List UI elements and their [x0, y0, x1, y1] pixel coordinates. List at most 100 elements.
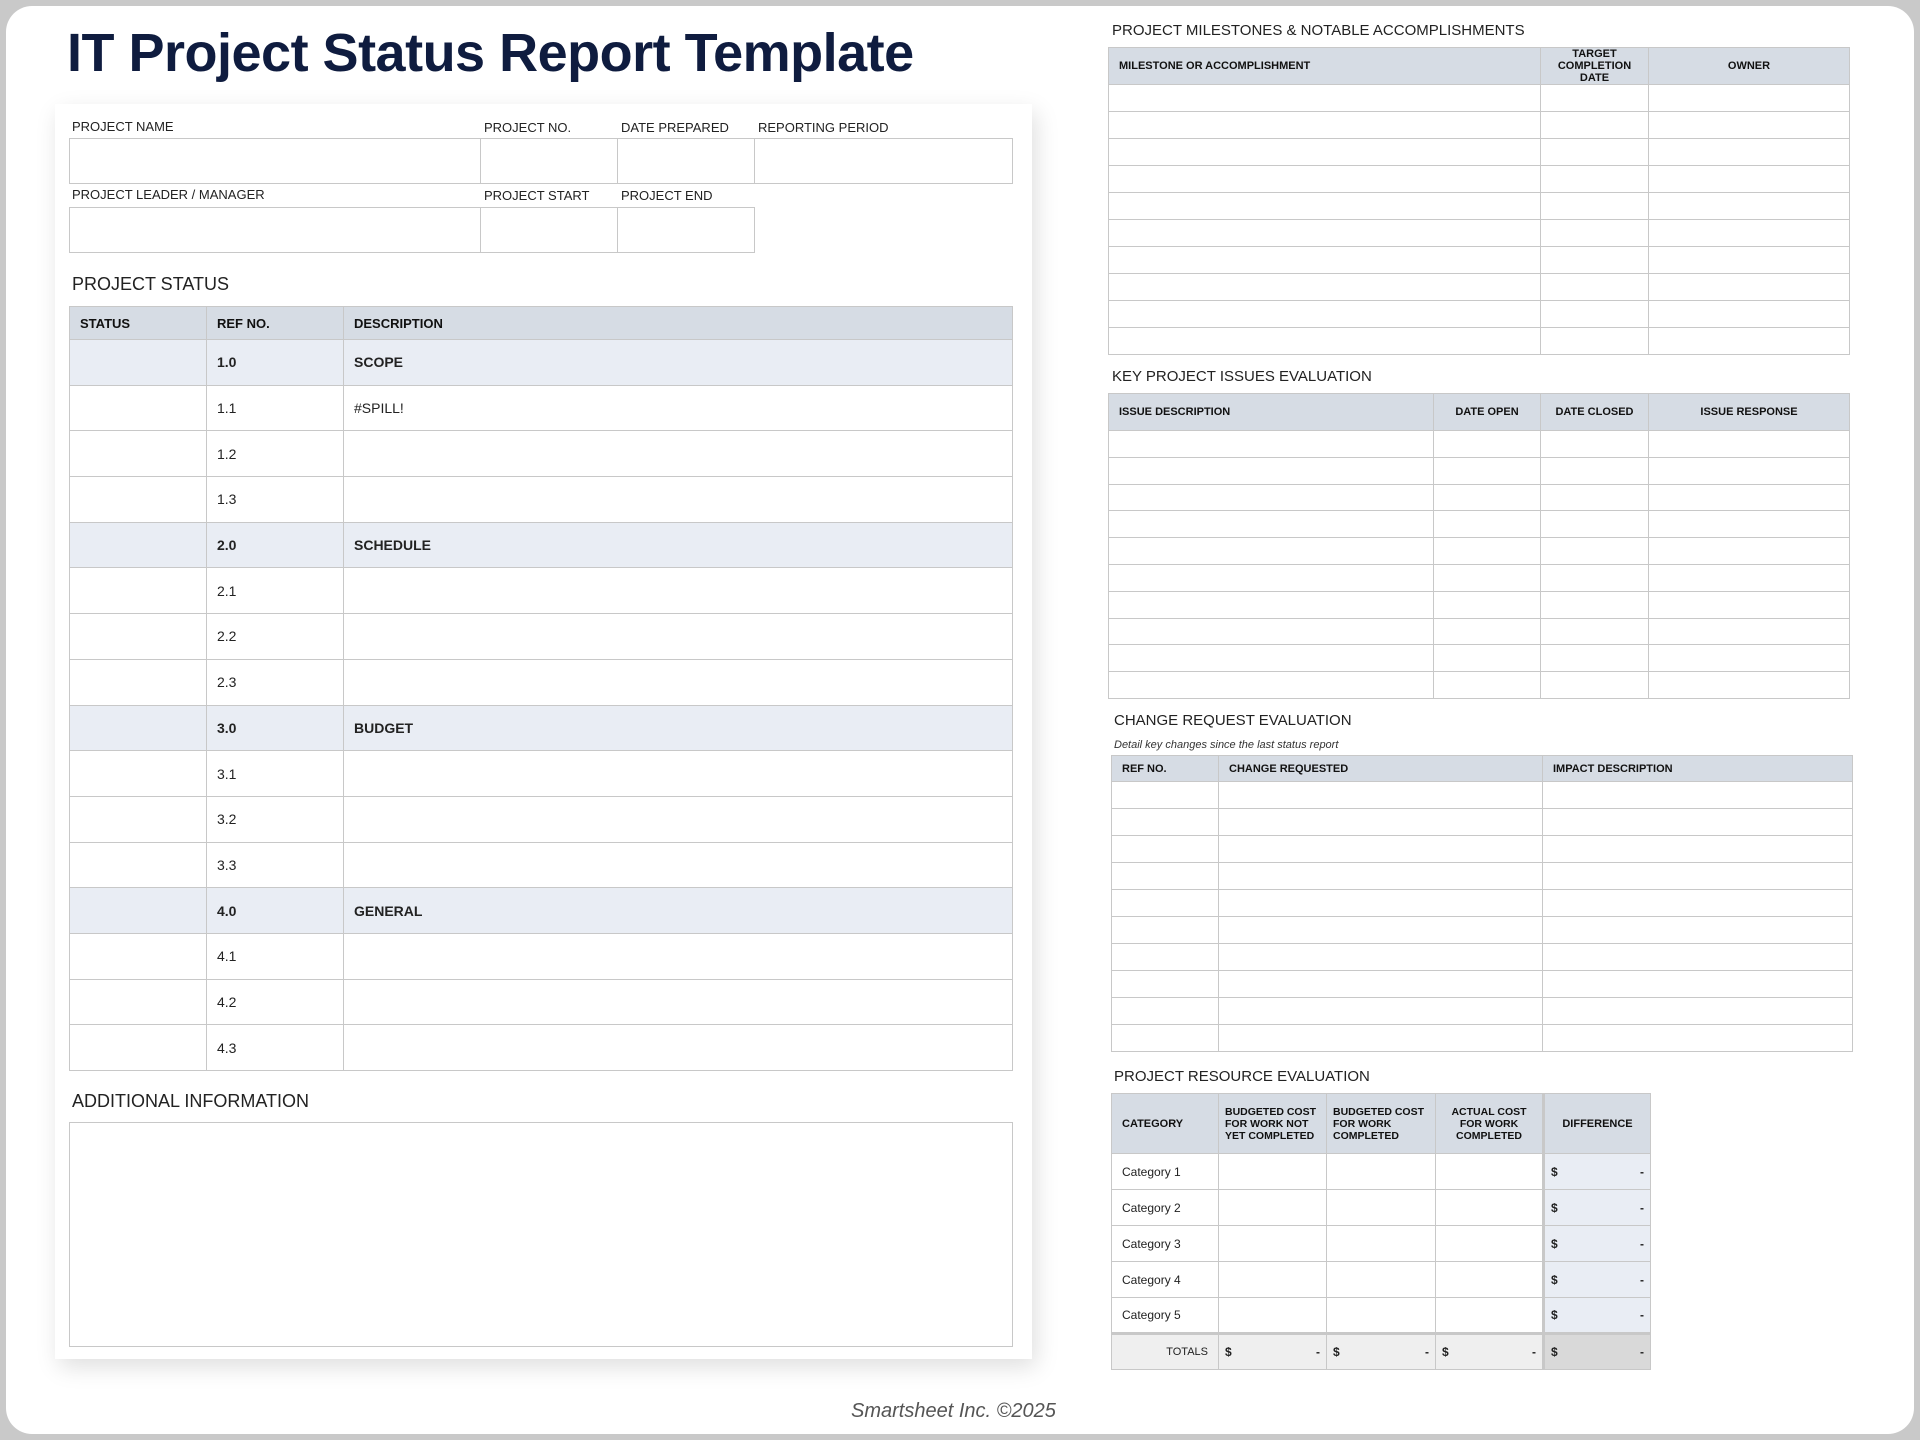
cost-cell[interactable]: [1326, 1189, 1436, 1226]
table-cell[interactable]: [1648, 563, 1850, 592]
cost-cell[interactable]: [1218, 1153, 1327, 1190]
table-cell[interactable]: [1108, 430, 1434, 458]
cost-cell[interactable]: [1218, 1189, 1327, 1226]
additional-info-field[interactable]: [69, 1122, 1013, 1347]
table-cell[interactable]: [1218, 889, 1543, 917]
table-cell[interactable]: [1108, 219, 1541, 247]
cost-cell[interactable]: [1326, 1153, 1436, 1190]
table-cell[interactable]: [1218, 943, 1543, 971]
description-cell[interactable]: SCOPE: [343, 339, 1013, 386]
cost-cell[interactable]: [1435, 1261, 1544, 1298]
table-cell[interactable]: [1540, 300, 1649, 328]
status-cell[interactable]: [69, 521, 207, 569]
table-cell[interactable]: [1218, 997, 1543, 1025]
status-cell[interactable]: [69, 384, 207, 432]
table-cell[interactable]: [1433, 590, 1541, 619]
table-cell[interactable]: [1108, 456, 1434, 485]
table-cell[interactable]: [1111, 781, 1219, 809]
cost-cell[interactable]: [1435, 1189, 1544, 1226]
table-cell[interactable]: [1648, 84, 1850, 112]
table-cell[interactable]: [1108, 671, 1434, 699]
table-cell[interactable]: [1648, 165, 1850, 193]
table-cell[interactable]: [1648, 590, 1850, 619]
table-cell[interactable]: [1540, 219, 1649, 247]
table-cell[interactable]: [1108, 111, 1541, 139]
table-cell[interactable]: [1540, 327, 1649, 355]
table-cell[interactable]: [1648, 300, 1850, 328]
table-cell[interactable]: [1540, 671, 1649, 699]
table-cell[interactable]: [1540, 510, 1649, 539]
table-cell[interactable]: [1540, 273, 1649, 301]
table-cell[interactable]: [1108, 644, 1434, 673]
description-cell[interactable]: [343, 430, 1013, 478]
cost-cell[interactable]: [1218, 1261, 1327, 1298]
table-cell[interactable]: [1540, 165, 1649, 193]
cost-cell[interactable]: [1326, 1225, 1436, 1262]
table-cell[interactable]: [1218, 781, 1543, 809]
table-cell[interactable]: [1648, 219, 1850, 247]
table-cell[interactable]: [1111, 808, 1219, 836]
table-cell[interactable]: [1540, 84, 1649, 112]
table-cell[interactable]: [1108, 590, 1434, 619]
table-cell[interactable]: [1540, 456, 1649, 485]
table-cell[interactable]: [1540, 246, 1649, 274]
table-cell[interactable]: [1542, 943, 1853, 971]
cost-cell[interactable]: [1435, 1153, 1544, 1190]
table-cell[interactable]: [1648, 617, 1850, 646]
table-cell[interactable]: [1540, 617, 1649, 646]
table-cell[interactable]: [1108, 246, 1541, 274]
description-cell[interactable]: [343, 841, 1013, 889]
table-cell[interactable]: [1648, 456, 1850, 485]
status-cell[interactable]: [69, 704, 207, 752]
table-cell[interactable]: [1542, 835, 1853, 863]
table-cell[interactable]: [1111, 862, 1219, 890]
table-cell[interactable]: [1542, 862, 1853, 890]
description-cell[interactable]: [343, 567, 1013, 615]
status-cell[interactable]: [69, 795, 207, 843]
table-cell[interactable]: [1108, 273, 1541, 301]
table-cell[interactable]: [1648, 273, 1850, 301]
table-cell[interactable]: [1540, 192, 1649, 220]
table-cell[interactable]: [1540, 138, 1649, 166]
status-cell[interactable]: [69, 932, 207, 980]
table-cell[interactable]: [1540, 537, 1649, 565]
table-cell[interactable]: [1433, 483, 1541, 512]
table-cell[interactable]: [1108, 192, 1541, 220]
table-cell[interactable]: [1540, 644, 1649, 673]
description-cell[interactable]: [343, 476, 1013, 523]
table-cell[interactable]: [1540, 111, 1649, 139]
table-cell[interactable]: [1108, 138, 1541, 166]
description-cell[interactable]: [343, 1024, 1013, 1071]
table-cell[interactable]: [1648, 111, 1850, 139]
status-cell[interactable]: [69, 476, 207, 523]
description-cell[interactable]: [343, 613, 1013, 660]
table-cell[interactable]: [1433, 644, 1541, 673]
table-cell[interactable]: [1108, 510, 1434, 539]
status-cell[interactable]: [69, 978, 207, 1026]
table-cell[interactable]: [1540, 483, 1649, 512]
table-cell[interactable]: [1648, 192, 1850, 220]
table-cell[interactable]: [1648, 537, 1850, 565]
table-cell[interactable]: [1218, 835, 1543, 863]
table-cell[interactable]: [1108, 327, 1541, 355]
table-cell[interactable]: [1108, 617, 1434, 646]
status-cell[interactable]: [69, 841, 207, 889]
description-cell[interactable]: [343, 932, 1013, 980]
table-cell[interactable]: [1648, 327, 1850, 355]
status-cell[interactable]: [69, 567, 207, 615]
cost-cell[interactable]: [1326, 1297, 1436, 1334]
cost-cell[interactable]: [1218, 1225, 1327, 1262]
table-cell[interactable]: [1648, 138, 1850, 166]
status-cell[interactable]: [69, 339, 207, 386]
project-start-field[interactable]: [480, 207, 618, 253]
project-end-field[interactable]: [617, 207, 755, 253]
description-cell[interactable]: [343, 750, 1013, 797]
reporting-period-field[interactable]: [754, 138, 1013, 184]
table-cell[interactable]: [1542, 970, 1853, 998]
status-cell[interactable]: [69, 1024, 207, 1071]
table-cell[interactable]: [1648, 644, 1850, 673]
description-cell[interactable]: #SPILL!: [343, 384, 1013, 432]
status-cell[interactable]: [69, 658, 207, 706]
table-cell[interactable]: [1111, 943, 1219, 971]
table-cell[interactable]: [1111, 889, 1219, 917]
